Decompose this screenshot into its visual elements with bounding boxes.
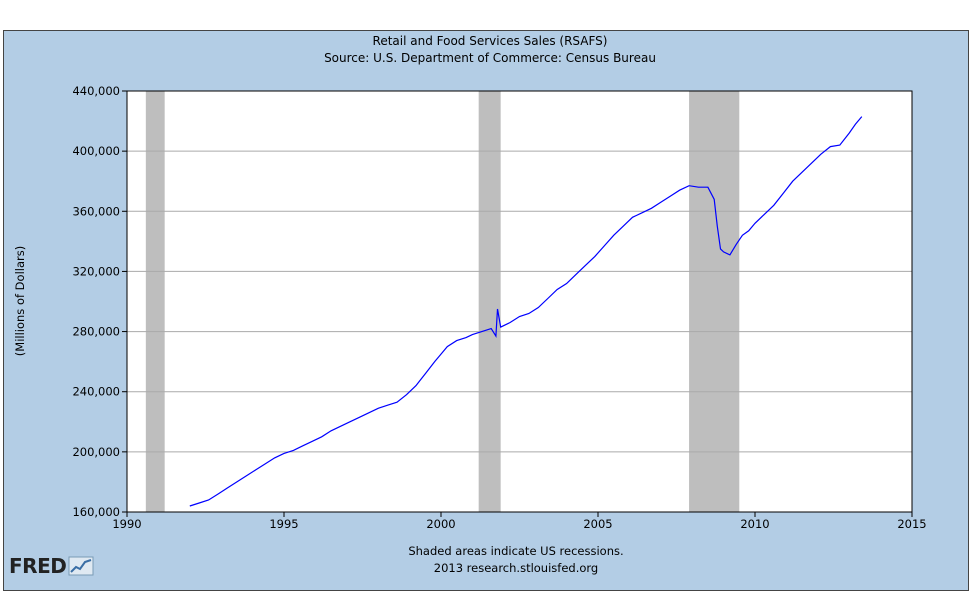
source-credit: 2013 research.stlouisfed.org	[434, 561, 598, 575]
recession-band-1	[145, 91, 165, 512]
recession-band-2	[478, 91, 501, 512]
y-tick-label: 440,000	[72, 84, 120, 98]
x-tick-label: 2015	[897, 517, 926, 531]
series-line-1	[189, 116, 863, 507]
y-tick-label: 280,000	[72, 325, 120, 339]
chart-title: Retail and Food Services Sales (RSAFS)	[373, 34, 608, 48]
y-tick-label: 160,000	[72, 505, 120, 519]
plot-area	[127, 91, 912, 512]
x-tick-label: 1990	[112, 517, 141, 531]
y-tick-label: 400,000	[72, 144, 120, 158]
y-tick-label: 240,000	[72, 385, 120, 399]
x-tick-label: 1995	[269, 517, 298, 531]
x-tick-label: 2005	[583, 517, 612, 531]
fred-logo[interactable]: FRED	[9, 553, 119, 579]
y-tick-label: 200,000	[72, 445, 120, 459]
plot-border	[126, 90, 913, 513]
x-tick-label: 2010	[740, 517, 769, 531]
chart-line-icon	[68, 556, 94, 576]
y-tick-label: 360,000	[72, 204, 120, 218]
chart-subtitle: Source: U.S. Department of Commerce: Cen…	[324, 51, 656, 65]
recession-band-3	[689, 91, 740, 512]
y-axis-label: (Millions of Dollars)	[13, 246, 27, 356]
recession-note: Shaded areas indicate US recessions.	[408, 544, 623, 558]
fred-logo-text: FRED	[9, 554, 67, 578]
y-tick-label: 320,000	[72, 264, 120, 278]
x-tick-label: 2000	[426, 517, 455, 531]
